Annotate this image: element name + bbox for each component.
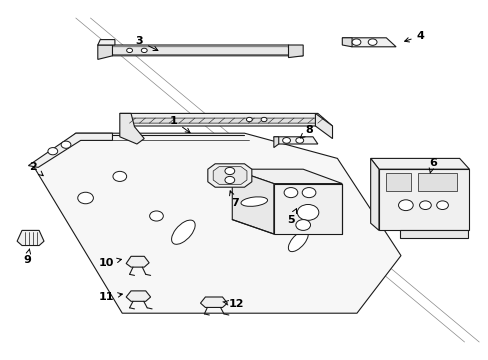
Polygon shape [288, 45, 303, 58]
Polygon shape [417, 173, 456, 191]
Polygon shape [273, 137, 278, 148]
Circle shape [141, 48, 147, 53]
Text: 9: 9 [23, 249, 31, 265]
Polygon shape [232, 169, 342, 184]
Polygon shape [315, 113, 332, 139]
Circle shape [61, 141, 71, 148]
Polygon shape [120, 113, 332, 126]
Polygon shape [98, 45, 112, 59]
Polygon shape [120, 113, 144, 144]
Polygon shape [100, 47, 300, 55]
Ellipse shape [241, 197, 267, 206]
Text: 6: 6 [428, 158, 436, 173]
Circle shape [367, 39, 376, 45]
Circle shape [282, 138, 290, 143]
Polygon shape [386, 173, 410, 191]
Circle shape [113, 171, 126, 181]
Polygon shape [126, 256, 149, 267]
Circle shape [246, 117, 252, 122]
Circle shape [436, 201, 447, 210]
Circle shape [149, 211, 163, 221]
Polygon shape [342, 38, 395, 47]
Circle shape [302, 188, 315, 198]
Polygon shape [342, 38, 351, 47]
Polygon shape [98, 40, 115, 45]
Text: 7: 7 [229, 191, 238, 208]
Circle shape [398, 200, 412, 211]
Text: 5: 5 [286, 209, 296, 225]
Circle shape [126, 48, 132, 53]
Circle shape [261, 117, 266, 122]
Polygon shape [34, 133, 400, 313]
Text: 2: 2 [29, 162, 43, 176]
Ellipse shape [288, 231, 307, 252]
Polygon shape [213, 167, 246, 184]
Polygon shape [378, 169, 468, 230]
Polygon shape [200, 297, 227, 307]
Circle shape [295, 220, 310, 230]
Text: 3: 3 [135, 36, 158, 50]
Text: 12: 12 [223, 299, 244, 309]
Circle shape [351, 39, 360, 45]
Polygon shape [273, 137, 317, 144]
Polygon shape [98, 45, 303, 56]
Circle shape [295, 138, 303, 143]
Circle shape [284, 188, 297, 198]
Polygon shape [232, 169, 273, 234]
Polygon shape [28, 133, 112, 167]
Polygon shape [207, 164, 251, 187]
Text: 4: 4 [404, 31, 424, 42]
Polygon shape [370, 158, 468, 169]
Circle shape [224, 176, 234, 184]
Polygon shape [17, 230, 44, 246]
Polygon shape [124, 118, 327, 123]
Text: 11: 11 [99, 292, 122, 302]
Circle shape [48, 148, 58, 155]
Circle shape [419, 201, 430, 210]
Text: 10: 10 [99, 258, 121, 268]
Polygon shape [273, 184, 342, 234]
Circle shape [224, 167, 234, 175]
Ellipse shape [171, 220, 195, 244]
Polygon shape [370, 158, 378, 230]
Circle shape [297, 204, 318, 220]
Circle shape [78, 192, 93, 204]
Text: 1: 1 [169, 116, 190, 133]
Polygon shape [126, 291, 150, 301]
Text: 8: 8 [300, 125, 313, 138]
Polygon shape [399, 230, 468, 238]
